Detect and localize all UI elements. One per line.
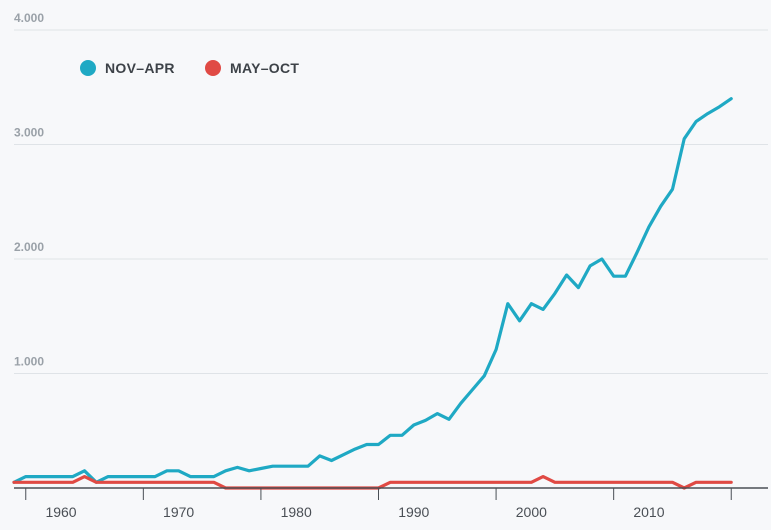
y-axis-ticks: 4.000 3.000 2.000 1.000 (14, 11, 44, 369)
legend-item: NOV–APR (80, 60, 175, 76)
x-axis: 1960 1970 1980 1990 2000 2010 (14, 487, 768, 520)
y-tick-label: 2.000 (14, 240, 44, 254)
y-gridlines (14, 29, 768, 374)
x-tick-label: 1960 (45, 504, 76, 520)
y-tick-label: 4.000 (14, 11, 44, 25)
legend-item: MAY–OCT (205, 60, 299, 76)
legend-marker (205, 60, 221, 76)
series-line-may-oct (12, 475, 733, 490)
legend-label: MAY–OCT (230, 60, 299, 76)
x-tick-label: 1970 (163, 504, 194, 520)
legend: NOV–APR MAY–OCT (80, 60, 299, 76)
legend-label: NOV–APR (105, 60, 175, 76)
x-tick-label: 2000 (516, 504, 547, 520)
x-tick-label: 1990 (398, 504, 429, 520)
legend-marker (80, 60, 96, 76)
series-lines (12, 97, 733, 490)
y-tick-label: 1.000 (14, 355, 44, 369)
series-line-nov-apr (12, 97, 733, 484)
x-tick-label: 1980 (281, 504, 312, 520)
x-tick-label: 2010 (633, 504, 664, 520)
y-tick-label: 3.000 (14, 126, 44, 140)
